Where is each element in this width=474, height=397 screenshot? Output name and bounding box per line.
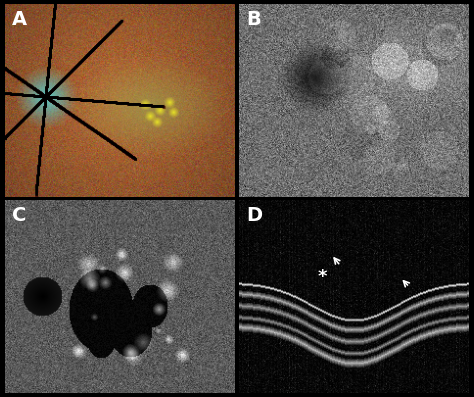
Text: D: D [246,206,262,225]
Text: A: A [12,10,27,29]
Text: B: B [246,10,261,29]
Text: *: * [317,268,327,287]
Text: C: C [12,206,26,225]
